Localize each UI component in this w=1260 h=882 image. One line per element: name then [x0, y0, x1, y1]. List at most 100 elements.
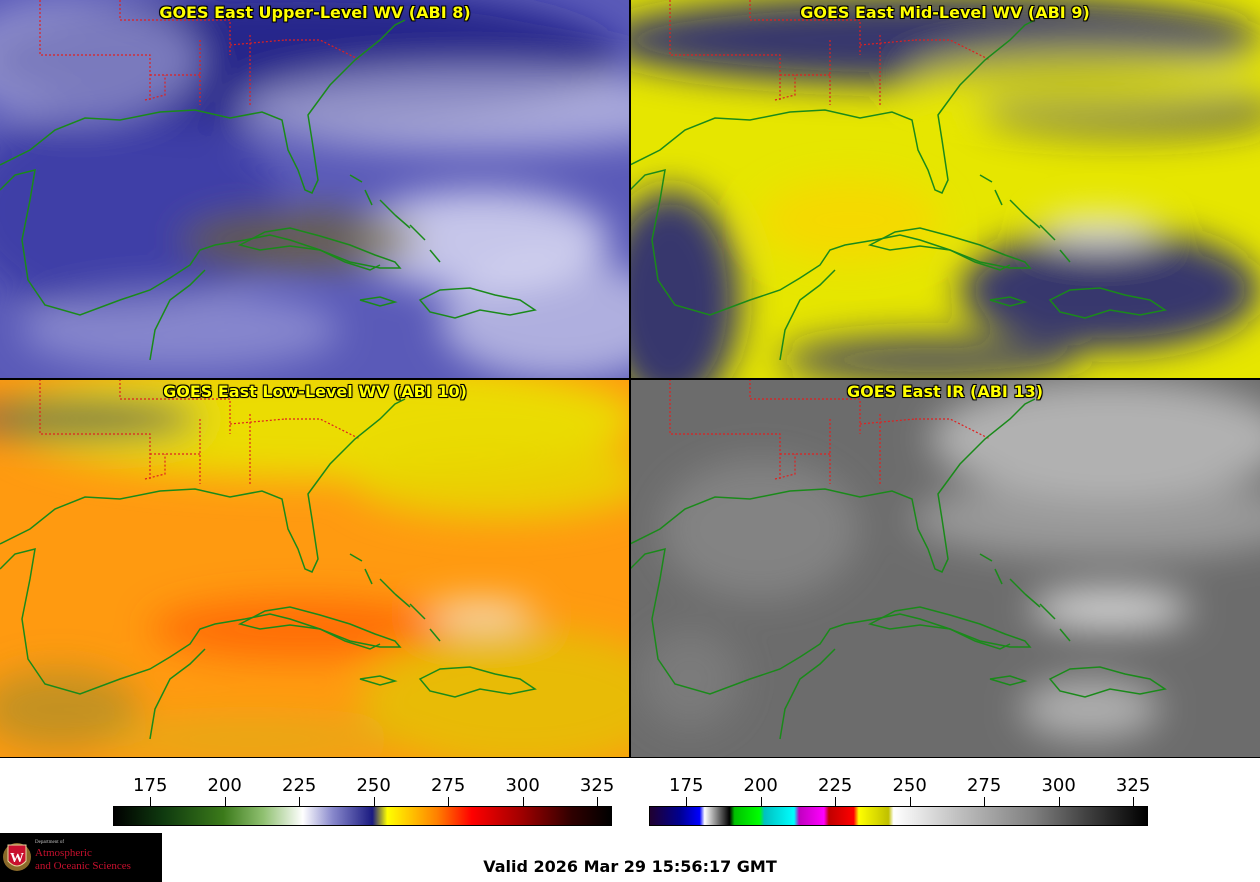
us-coastline — [630, 398, 1036, 573]
ir-colorbar — [649, 806, 1148, 826]
cloud-feature — [640, 629, 740, 729]
hispaniola-outline — [418, 287, 537, 319]
cloud-feature — [930, 379, 1260, 499]
logo-line1: Atmospheric — [35, 847, 92, 859]
colorbar-tick-label: 225 — [818, 775, 853, 796]
cloud-feature — [960, 230, 1260, 350]
colorbar-tick — [224, 797, 226, 806]
map-low-level-wv — [0, 379, 630, 758]
bahamas-outline — [409, 603, 426, 620]
cloud-feature — [180, 210, 420, 270]
panel-divider-horizontal — [0, 378, 1260, 380]
bahamas-outline — [1059, 628, 1071, 642]
colorbar-tick-label: 175 — [669, 775, 704, 796]
state-borders — [669, 0, 991, 105]
cuba-outline — [867, 227, 1032, 269]
us-coastline — [630, 19, 1036, 194]
map-ir — [630, 379, 1260, 758]
state-borders — [669, 379, 991, 484]
colorbar-tick-label: 325 — [579, 775, 615, 796]
colorbar-tick-label: 275 — [966, 775, 1002, 796]
yucatan-coastline — [779, 269, 836, 361]
bahamas-outline — [349, 553, 363, 562]
map-upper-level-wv — [0, 0, 630, 379]
cloud-feature — [20, 290, 340, 370]
colorbar-tick-label: 225 — [282, 775, 317, 796]
cloud-feature — [440, 260, 630, 379]
cloud-feature — [0, 669, 140, 749]
colorbar-tick — [522, 797, 524, 806]
jamaica-outline — [359, 296, 398, 307]
colorbar-tick-label: 300 — [505, 775, 540, 796]
colorbar-tick-label: 300 — [1041, 775, 1076, 796]
bahamas-outline — [1039, 224, 1056, 241]
colorbar-tick-label: 325 — [1115, 775, 1151, 796]
map-mid-level-wv — [630, 0, 1260, 379]
panel-title: GOES East Upper-Level WV (ABI 8) — [159, 3, 471, 22]
valid-time: Valid 2026 Mar 29 15:56:17 GMT — [483, 857, 777, 876]
cloud-feature — [910, 479, 1260, 559]
colorbar-tick — [1058, 797, 1060, 806]
cloud-feature — [360, 629, 630, 758]
state-borders — [39, 0, 361, 105]
jamaica-outline — [359, 675, 398, 686]
colorbar-tick — [150, 797, 152, 806]
svg-text:W: W — [10, 851, 24, 866]
bahamas-outline — [409, 224, 426, 241]
wv-colorbar — [113, 806, 612, 826]
panel-mid-level-wv: GOES East Mid-Level WV (ABI 9) — [630, 0, 1260, 379]
gulf-coastline — [0, 168, 381, 316]
aos-logo: W Department of Atmospheric and Oceanic … — [0, 833, 162, 882]
bahamas-outline — [379, 578, 396, 595]
bahamas-outline — [429, 628, 441, 642]
yucatan-coastline — [149, 648, 206, 740]
bahamas-outline — [1024, 593, 1041, 608]
cloud-feature — [760, 180, 940, 260]
panel-title: GOES East Mid-Level WV (ABI 9) — [800, 3, 1090, 22]
jamaica-outline — [989, 675, 1028, 686]
cloud-feature — [1020, 679, 1160, 739]
bahamas-outline — [394, 214, 411, 229]
colorbar-tick — [835, 797, 837, 806]
colorbar-tick — [984, 797, 986, 806]
jamaica-outline — [989, 296, 1028, 307]
us-coastline — [0, 398, 406, 573]
cuba-outline — [237, 227, 402, 269]
colorbar-tick — [448, 797, 450, 806]
panel-bottom-border — [0, 757, 1260, 758]
colorbar-tick-label: 250 — [892, 775, 927, 796]
cloud-feature — [1040, 215, 1160, 245]
uw-crest-icon: W — [3, 843, 31, 871]
colorbar-tick — [1133, 797, 1135, 806]
bahamas-outline — [429, 249, 441, 263]
bahamas-outline — [349, 174, 363, 183]
bahamas-outline — [1009, 199, 1026, 216]
bahamas-outline — [1024, 214, 1041, 229]
bahamas-outline — [1009, 578, 1026, 595]
bahamas-outline — [994, 189, 1003, 206]
yucatan-coastline — [779, 648, 836, 740]
cuba-outline — [867, 606, 1032, 648]
hispaniola-outline — [1048, 666, 1167, 698]
panel-title: GOES East IR (ABI 13) — [846, 382, 1044, 401]
hispaniola-outline — [418, 666, 537, 698]
cloud-feature — [910, 50, 1250, 110]
cloud-feature — [240, 70, 630, 150]
cloud-feature — [660, 459, 860, 599]
gulf-coastline — [630, 168, 1011, 316]
cloud-feature — [0, 399, 200, 439]
bahamas-outline — [394, 593, 411, 608]
yucatan-coastline — [149, 269, 206, 361]
colorbar-tick-label: 200 — [743, 775, 778, 796]
cloud-feature — [780, 335, 1080, 379]
hispaniola-outline — [1048, 287, 1167, 319]
colorbar-tick — [597, 797, 599, 806]
panel-title: GOES East Low-Level WV (ABI 10) — [163, 382, 467, 401]
panel-ir: GOES East IR (ABI 13) — [630, 379, 1260, 758]
state-borders — [39, 379, 361, 484]
colorbar-tick — [760, 797, 762, 806]
panel-upper-level-wv: GOES East Upper-Level WV (ABI 8) — [0, 0, 630, 379]
bahamas-outline — [364, 568, 373, 585]
colorbar-tick-label: 250 — [356, 775, 391, 796]
colorbar-tick — [909, 797, 911, 806]
